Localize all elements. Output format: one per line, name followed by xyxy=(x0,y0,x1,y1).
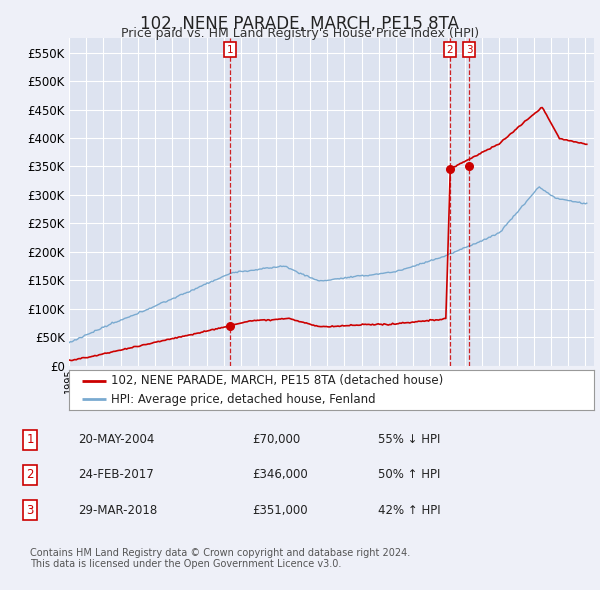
Text: 102, NENE PARADE, MARCH, PE15 8TA (detached house): 102, NENE PARADE, MARCH, PE15 8TA (detac… xyxy=(111,374,443,387)
Text: 102, NENE PARADE, MARCH, PE15 8TA: 102, NENE PARADE, MARCH, PE15 8TA xyxy=(140,15,460,33)
Text: Contains HM Land Registry data © Crown copyright and database right 2024.
This d: Contains HM Land Registry data © Crown c… xyxy=(30,548,410,569)
Text: 50% ↑ HPI: 50% ↑ HPI xyxy=(378,468,440,481)
Text: 29-MAR-2018: 29-MAR-2018 xyxy=(78,504,157,517)
Text: £70,000: £70,000 xyxy=(252,433,300,446)
Text: £351,000: £351,000 xyxy=(252,504,308,517)
Text: 1: 1 xyxy=(26,433,34,446)
Text: HPI: Average price, detached house, Fenland: HPI: Average price, detached house, Fenl… xyxy=(111,393,376,406)
Text: 1: 1 xyxy=(227,45,233,55)
Text: 55% ↓ HPI: 55% ↓ HPI xyxy=(378,433,440,446)
Text: 3: 3 xyxy=(26,504,34,517)
Text: 42% ↑ HPI: 42% ↑ HPI xyxy=(378,504,440,517)
Text: 20-MAY-2004: 20-MAY-2004 xyxy=(78,433,154,446)
Text: 24-FEB-2017: 24-FEB-2017 xyxy=(78,468,154,481)
Text: Price paid vs. HM Land Registry's House Price Index (HPI): Price paid vs. HM Land Registry's House … xyxy=(121,27,479,40)
Text: 2: 2 xyxy=(26,468,34,481)
Text: 2: 2 xyxy=(446,45,453,55)
Text: £346,000: £346,000 xyxy=(252,468,308,481)
Text: 3: 3 xyxy=(466,45,473,55)
